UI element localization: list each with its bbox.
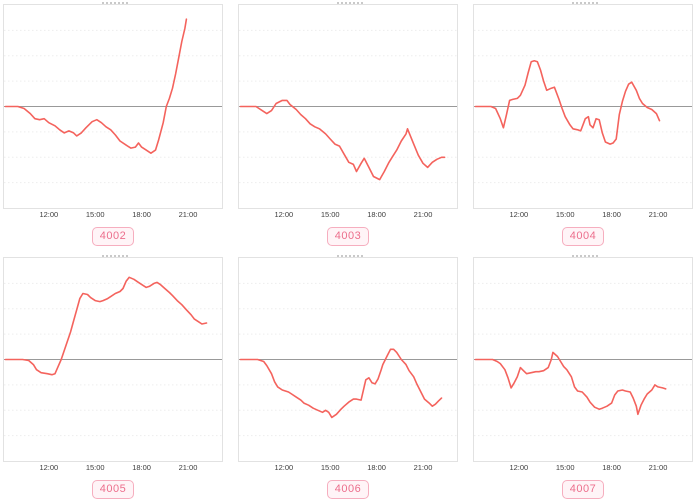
x-tick-label: 18:00	[132, 210, 151, 219]
x-tick-label: 18:00	[367, 463, 386, 473]
x-tick-label: 18:00	[132, 463, 151, 473]
x-tick-label: 15:00	[85, 463, 105, 473]
x-tick-label: 21:00	[178, 463, 198, 473]
chart-canvas	[474, 29, 692, 184]
chart-badge-4006[interactable]: 4006	[326, 480, 370, 500]
series-line	[4, 18, 188, 154]
chart-canvas	[239, 29, 457, 184]
clipped-chart-title	[102, 253, 128, 258]
x-axis-4003: 12:00 15:00 18:00 21:00	[238, 209, 458, 222]
chart-canvas	[4, 276, 222, 437]
chart-cell-4004: 12:00 15:00 18:00 21:00 4004	[473, 0, 693, 247]
series-line	[474, 351, 667, 416]
x-tick-label: 12:00	[509, 463, 529, 473]
x-tick-label: 15:00	[85, 210, 105, 219]
chart-cell-4007: 12:00 15:00 18:00 21:00 4007	[473, 253, 693, 500]
chart-cell-4003: 12:00 15:00 18:00 21:00 4003	[238, 0, 458, 247]
chart-canvas	[474, 282, 692, 437]
clipped-chart-title	[572, 0, 598, 4]
x-tick-label: 15:00	[555, 463, 575, 473]
x-tick-label: 15:00	[320, 210, 340, 219]
clipped-chart-title	[337, 0, 363, 4]
line-chart-4003[interactable]	[238, 4, 458, 209]
chart-badge-4007[interactable]: 4007	[561, 480, 605, 500]
clipped-chart-title	[337, 253, 363, 258]
clipped-chart-title	[102, 0, 128, 4]
chart-cell-4006: 12:00 15:00 18:00 21:00 4006	[238, 253, 458, 500]
line-chart-4006[interactable]	[238, 257, 458, 463]
x-tick-label: 12:00	[274, 210, 294, 219]
clipped-chart-title	[572, 253, 598, 258]
line-chart-4004[interactable]	[473, 4, 693, 209]
x-tick-label: 12:00	[39, 463, 59, 473]
x-axis-4002: 12:00 15:00 18:00 21:00	[3, 209, 223, 222]
x-tick-label: 12:00	[39, 210, 59, 219]
x-axis-4007: 12:00 15:00 18:00 21:00	[473, 462, 693, 475]
chart-cell-4002: 12:00 15:00 18:00 21:00 4002	[3, 0, 223, 247]
series-line	[4, 276, 208, 376]
x-axis-4004: 12:00 15:00 18:00 21:00	[473, 209, 693, 222]
x-tick-label: 21:00	[648, 210, 668, 219]
line-chart-4007[interactable]	[473, 257, 693, 463]
line-chart-4002[interactable]	[3, 4, 223, 209]
x-tick-label: 21:00	[178, 210, 198, 219]
x-tick-label: 18:00	[602, 210, 621, 219]
x-tick-label: 15:00	[320, 463, 340, 473]
series-line	[239, 348, 443, 419]
x-tick-label: 12:00	[274, 463, 294, 473]
x-axis-4006: 12:00 15:00 18:00 21:00	[238, 462, 458, 475]
x-tick-label: 21:00	[413, 463, 433, 473]
x-tick-label: 15:00	[555, 210, 575, 219]
chart-badge-4004[interactable]: 4004	[561, 227, 605, 247]
chart-badge-4003[interactable]: 4003	[326, 227, 370, 247]
chart-badge-4005[interactable]: 4005	[91, 480, 135, 500]
x-tick-label: 21:00	[648, 463, 668, 473]
x-tick-label: 12:00	[509, 210, 529, 219]
series-line	[474, 60, 661, 145]
chart-canvas	[4, 18, 222, 184]
x-tick-label: 21:00	[413, 210, 433, 219]
chart-badge-4002[interactable]: 4002	[91, 227, 135, 247]
chart-canvas	[239, 282, 457, 437]
x-tick-label: 18:00	[602, 463, 621, 473]
line-chart-4005[interactable]	[3, 257, 223, 463]
x-axis-4005: 12:00 15:00 18:00 21:00	[3, 462, 223, 475]
x-tick-label: 18:00	[367, 210, 386, 219]
series-line	[239, 99, 446, 181]
chart-cell-4005: 12:00 15:00 18:00 21:00 4005	[3, 253, 223, 500]
